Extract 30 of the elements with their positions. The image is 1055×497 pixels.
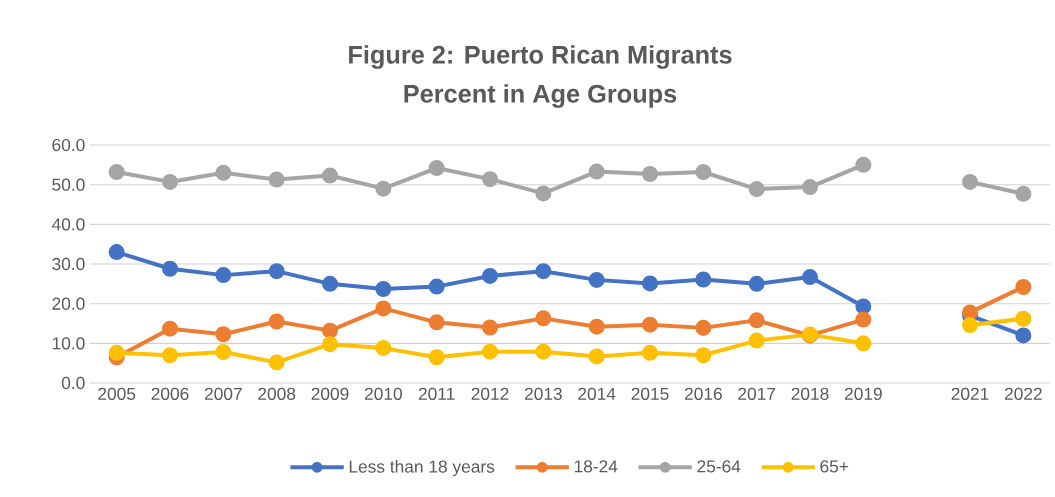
legend-label: 25-64 bbox=[697, 460, 741, 473]
chart-title: Figure 2: Puerto Rican Migrants bbox=[349, 45, 732, 69]
x-tick-label: 2006 bbox=[151, 387, 189, 400]
chart-subtitle: Percent in Age Groups bbox=[404, 84, 677, 108]
legend-label: Less than 18 years bbox=[349, 460, 495, 477]
x-tick-label: 2017 bbox=[738, 387, 776, 400]
x-tick-label: 2007 bbox=[204, 387, 242, 400]
x-tick-label: 2012 bbox=[471, 387, 509, 400]
y-tick-label: 40.0 bbox=[51, 218, 85, 231]
x-tick-label: 2005 bbox=[98, 387, 136, 400]
legend-label: 18-24 bbox=[574, 460, 618, 473]
x-tick-label: 2022 bbox=[1004, 387, 1042, 400]
x-tick-label: 2013 bbox=[524, 387, 562, 400]
legend-label: 65+ bbox=[820, 460, 849, 473]
y-tick-label: 10.0 bbox=[52, 337, 85, 350]
x-tick-label: 2016 bbox=[684, 387, 722, 400]
y-tick-label: 60.0 bbox=[52, 138, 85, 152]
x-tick-label: 2019 bbox=[844, 387, 882, 400]
x-tick-label: 2010 bbox=[364, 387, 402, 400]
x-tick-label: 2018 bbox=[791, 387, 829, 400]
x-tick-label: 2014 bbox=[578, 387, 616, 400]
x-tick-label: 2008 bbox=[258, 387, 296, 400]
y-tick-label: 20.0 bbox=[52, 297, 85, 310]
y-tick-label: 30.0 bbox=[52, 257, 85, 271]
x-tick-label: 2011 bbox=[418, 387, 455, 400]
y-tick-label: 50.0 bbox=[52, 178, 85, 191]
y-tick-label: 0.0 bbox=[61, 376, 85, 390]
x-tick-label: 2015 bbox=[631, 387, 669, 400]
x-tick-label: 2009 bbox=[311, 387, 349, 400]
x-tick-label: 2021 bbox=[951, 387, 989, 400]
